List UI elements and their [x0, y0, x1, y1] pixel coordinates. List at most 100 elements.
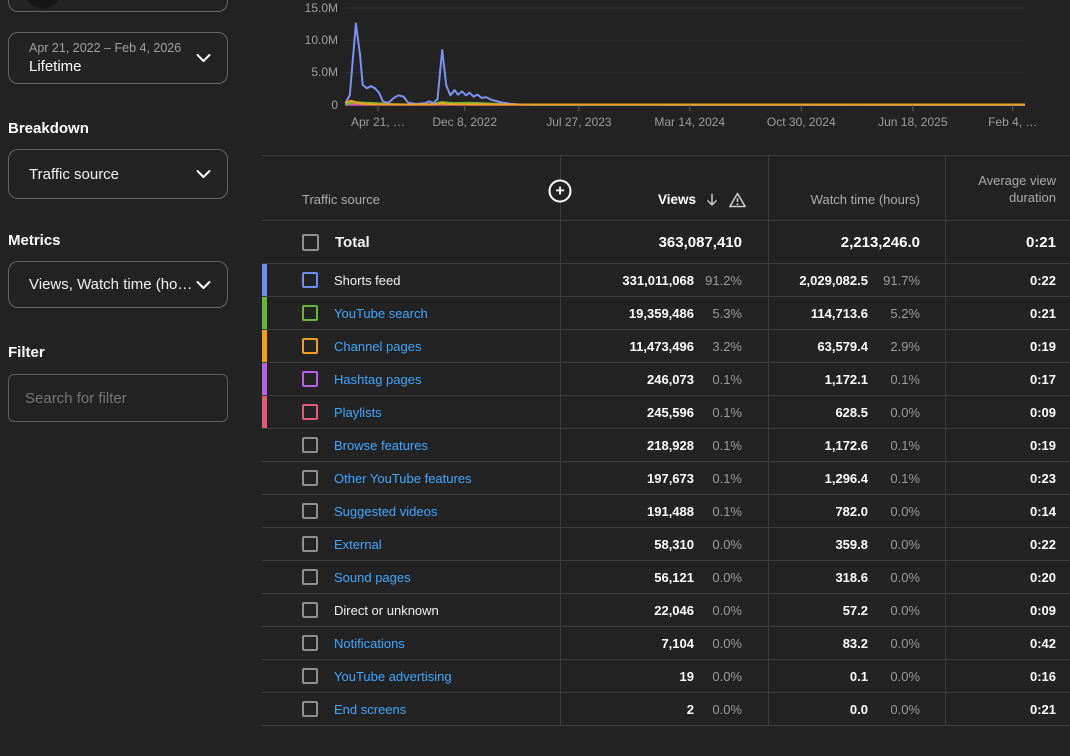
watch-time-percent: 0.0% — [868, 636, 920, 651]
watch-time-value: 318.6 — [835, 570, 868, 585]
traffic-source-label[interactable]: YouTube advertising — [334, 669, 452, 684]
row-checkbox[interactable] — [302, 635, 318, 651]
table-row[interactable]: External58,3100.0%359.80.0%0:22 — [262, 528, 1070, 561]
row-checkbox[interactable] — [302, 437, 318, 453]
y-tick-label: 10.0M — [260, 33, 338, 47]
watch-time-value: 0.1 — [850, 669, 868, 684]
y-tick-label: 0 — [260, 98, 338, 112]
col-header-avg-duration[interactable]: Average view duration — [945, 156, 1070, 220]
watch-time-value: 1,296.4 — [825, 471, 868, 486]
views-percent: 0.0% — [694, 669, 742, 684]
traffic-source-label[interactable]: Hashtag pages — [334, 372, 421, 387]
traffic-source-label: Direct or unknown — [334, 603, 439, 618]
row-checkbox[interactable] — [302, 404, 318, 420]
traffic-source-label[interactable]: Other YouTube features — [334, 471, 472, 486]
table-row[interactable]: YouTube search19,359,4865.3%114,713.65.2… — [262, 297, 1070, 330]
sort-descending-icon[interactable] — [705, 192, 719, 208]
traffic-source-label[interactable]: External — [334, 537, 382, 552]
table-row[interactable]: Suggested videos191,4880.1%782.00.0%0:14 — [262, 495, 1070, 528]
avg-view-duration-value: 0:22 — [1030, 537, 1056, 552]
row-checkbox[interactable] — [302, 701, 318, 717]
row-checkbox[interactable] — [302, 371, 318, 387]
views-value: 58,310 — [654, 537, 694, 552]
watch-time-percent: 91.7% — [868, 273, 920, 288]
breakdown-heading: Breakdown — [8, 120, 89, 137]
table-row[interactable]: Other YouTube features 197,6730.1% 1,296.4… — [262, 462, 1070, 495]
series-color-bar — [262, 396, 267, 428]
views-value: 2 — [687, 702, 694, 717]
table-row[interactable]: Notifications7,1040.0%83.20.0%0:42 — [262, 627, 1070, 660]
avg-view-duration-value: 0:23 — [1030, 471, 1056, 486]
table-row[interactable]: Playlists245,5960.1%628.50.0%0:09 — [262, 396, 1070, 429]
total-avg-duration: 0:21 — [1026, 234, 1056, 251]
row-checkbox[interactable] — [302, 569, 318, 585]
views-percent: 0.1% — [694, 405, 742, 420]
traffic-source-label[interactable]: Channel pages — [334, 339, 421, 354]
watch-time-value: 57.2 — [843, 603, 868, 618]
views-value: 11,473,496 — [630, 339, 694, 354]
views-percent: 0.0% — [694, 603, 742, 618]
series-color-bar — [262, 297, 267, 329]
row-checkbox[interactable] — [302, 503, 318, 519]
row-checkbox[interactable] — [302, 338, 318, 354]
truncated-card — [8, 0, 228, 12]
avg-view-duration-value: 0:17 — [1030, 372, 1056, 387]
views-percent: 0.1% — [694, 372, 742, 387]
traffic-source-label[interactable]: Suggested videos — [334, 504, 437, 519]
views-percent: 3.2% — [694, 339, 742, 354]
total-checkbox[interactable] — [302, 234, 319, 251]
chevron-down-icon — [196, 170, 211, 179]
add-metric-button[interactable]: + — [549, 180, 572, 203]
row-checkbox[interactable] — [302, 272, 318, 288]
views-value: 331,011,068 — [622, 273, 694, 288]
traffic-source-label[interactable]: End screens — [334, 702, 406, 717]
row-checkbox[interactable] — [302, 470, 318, 486]
traffic-source-label[interactable]: Playlists — [334, 405, 382, 420]
views-value: 191,488 — [647, 504, 694, 519]
col-header-watch-time[interactable]: Watch time (hours) — [768, 156, 945, 220]
avg-view-duration-value: 0:19 — [1030, 339, 1056, 354]
date-range-selector[interactable]: Apr 21, 2022 – Feb 4, 2026 Lifetime — [8, 32, 228, 84]
table-row[interactable]: End screens20.0%0.00.0%0:21 — [262, 693, 1070, 726]
avg-view-duration-value: 0:22 — [1030, 273, 1056, 288]
col-header-views[interactable]: Views — [560, 156, 768, 220]
views-percent: 0.1% — [694, 471, 742, 486]
series-line-shorts-feed — [345, 24, 1025, 105]
traffic-source-label[interactable]: YouTube search — [334, 306, 428, 321]
views-value: 245,596 — [647, 405, 694, 420]
x-tick-label: Oct 30, 2024 — [767, 115, 836, 129]
breakdown-selector[interactable]: Traffic source — [8, 149, 228, 199]
traffic-source-label[interactable]: Notifications — [334, 636, 405, 651]
avg-view-duration-value: 0:21 — [1030, 702, 1056, 717]
row-checkbox[interactable] — [302, 536, 318, 552]
series-color-bar — [262, 363, 267, 395]
row-checkbox[interactable] — [302, 602, 318, 618]
warning-icon[interactable] — [728, 192, 747, 208]
y-tick-label: 15.0M — [260, 1, 338, 15]
views-percent: 0.0% — [694, 702, 742, 717]
watch-time-percent: 0.0% — [868, 537, 920, 552]
row-checkbox[interactable] — [302, 668, 318, 684]
table-row[interactable]: Hashtag pages246,0730.1%1,172.10.1%0:17 — [262, 363, 1070, 396]
series-color-bar — [262, 330, 267, 362]
traffic-source-label[interactable]: Sound pages — [334, 570, 411, 585]
views-value: 197,673 — [647, 471, 694, 486]
metrics-selector[interactable]: Views, Watch time (ho… — [8, 261, 228, 308]
y-tick-label: 5.0M — [260, 65, 338, 79]
watch-time-value: 0.0 — [850, 702, 868, 717]
table-row[interactable]: Direct or unknown22,0460.0%57.20.0%0:09 — [262, 594, 1070, 627]
table-row[interactable]: Sound pages56,1210.0%318.60.0%0:20 — [262, 561, 1070, 594]
x-tick-label: Mar 14, 2024 — [654, 115, 725, 129]
row-checkbox[interactable] — [302, 305, 318, 321]
views-value: 246,073 — [647, 372, 694, 387]
views-value: 19 — [680, 669, 694, 684]
table-row[interactable]: YouTube advertising190.0%0.10.0%0:16 — [262, 660, 1070, 693]
views-percent: 0.1% — [694, 438, 742, 453]
table-row[interactable]: Channel pages11,473,4963.2%63,579.42.9%0… — [262, 330, 1070, 363]
x-tick-label: Jun 18, 2025 — [878, 115, 947, 129]
filter-input[interactable] — [8, 374, 228, 422]
table-row[interactable]: Shorts feed331,011,06891.2%2,029,082.591… — [262, 264, 1070, 297]
table-row[interactable]: Browse features218,9280.1%1,172.60.1%0:1… — [262, 429, 1070, 462]
traffic-source-label[interactable]: Browse features — [334, 438, 428, 453]
col-header-traffic-source[interactable]: Traffic source — [262, 156, 560, 220]
